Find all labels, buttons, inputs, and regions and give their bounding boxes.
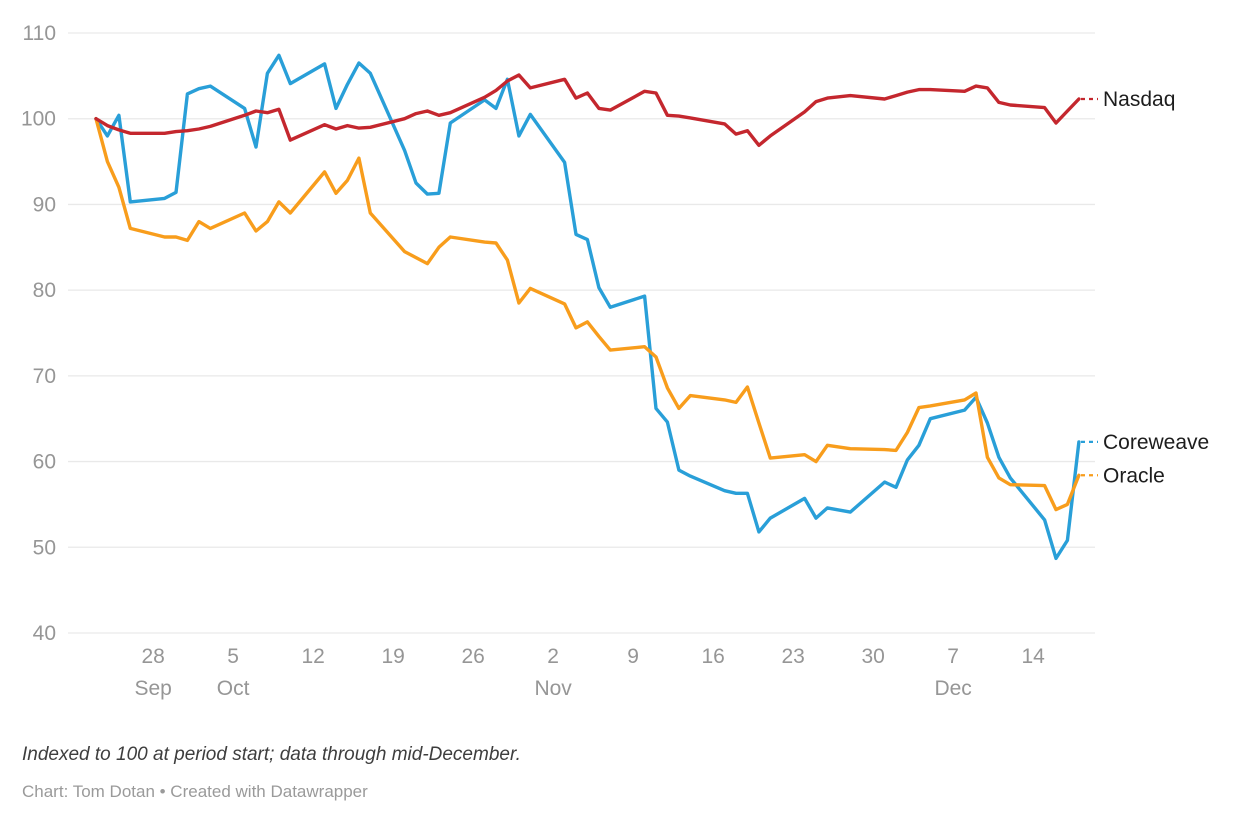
x-tick-label: 5 [227,645,239,668]
series-line-oracle [94,116,1081,512]
y-tick-label: 100 [21,108,56,131]
x-month-label: Sep [134,677,171,700]
x-tick-label: 2 [547,645,559,668]
y-tick-label: 90 [33,193,56,216]
series-label-oracle: Oracle [1103,464,1165,487]
series-label-coreweave: Coreweave [1103,431,1209,454]
x-month-label: Nov [534,677,572,700]
x-tick-label: 23 [781,645,804,668]
x-month-label: Oct [217,677,250,700]
x-tick-label: 9 [627,645,639,668]
x-tick-label: 16 [701,645,724,668]
y-tick-label: 50 [33,536,56,559]
series-line-coreweave [94,53,1081,561]
x-tick-label: 26 [461,645,484,668]
x-tick-label: 30 [861,645,884,668]
x-month-label: Dec [934,677,971,700]
series-label-nasdaq: Nasdaq [1103,88,1175,111]
x-tick-label: 12 [301,645,324,668]
x-tick-label: 28 [141,645,164,668]
x-tick-label: 19 [381,645,404,668]
y-tick-label: 80 [33,279,56,302]
x-tick-label: 14 [1021,645,1045,668]
chart-credit: Chart: Tom Dotan • Created with Datawrap… [22,782,368,801]
y-tick-label: 40 [33,622,56,645]
y-tick-label: 60 [33,451,56,474]
chart-footnote: Indexed to 100 at period start; data thr… [22,744,521,765]
x-tick-label: 7 [947,645,959,668]
y-tick-label: 110 [23,22,56,45]
series-line-nasdaq [94,73,1081,148]
y-tick-label: 70 [33,365,56,388]
